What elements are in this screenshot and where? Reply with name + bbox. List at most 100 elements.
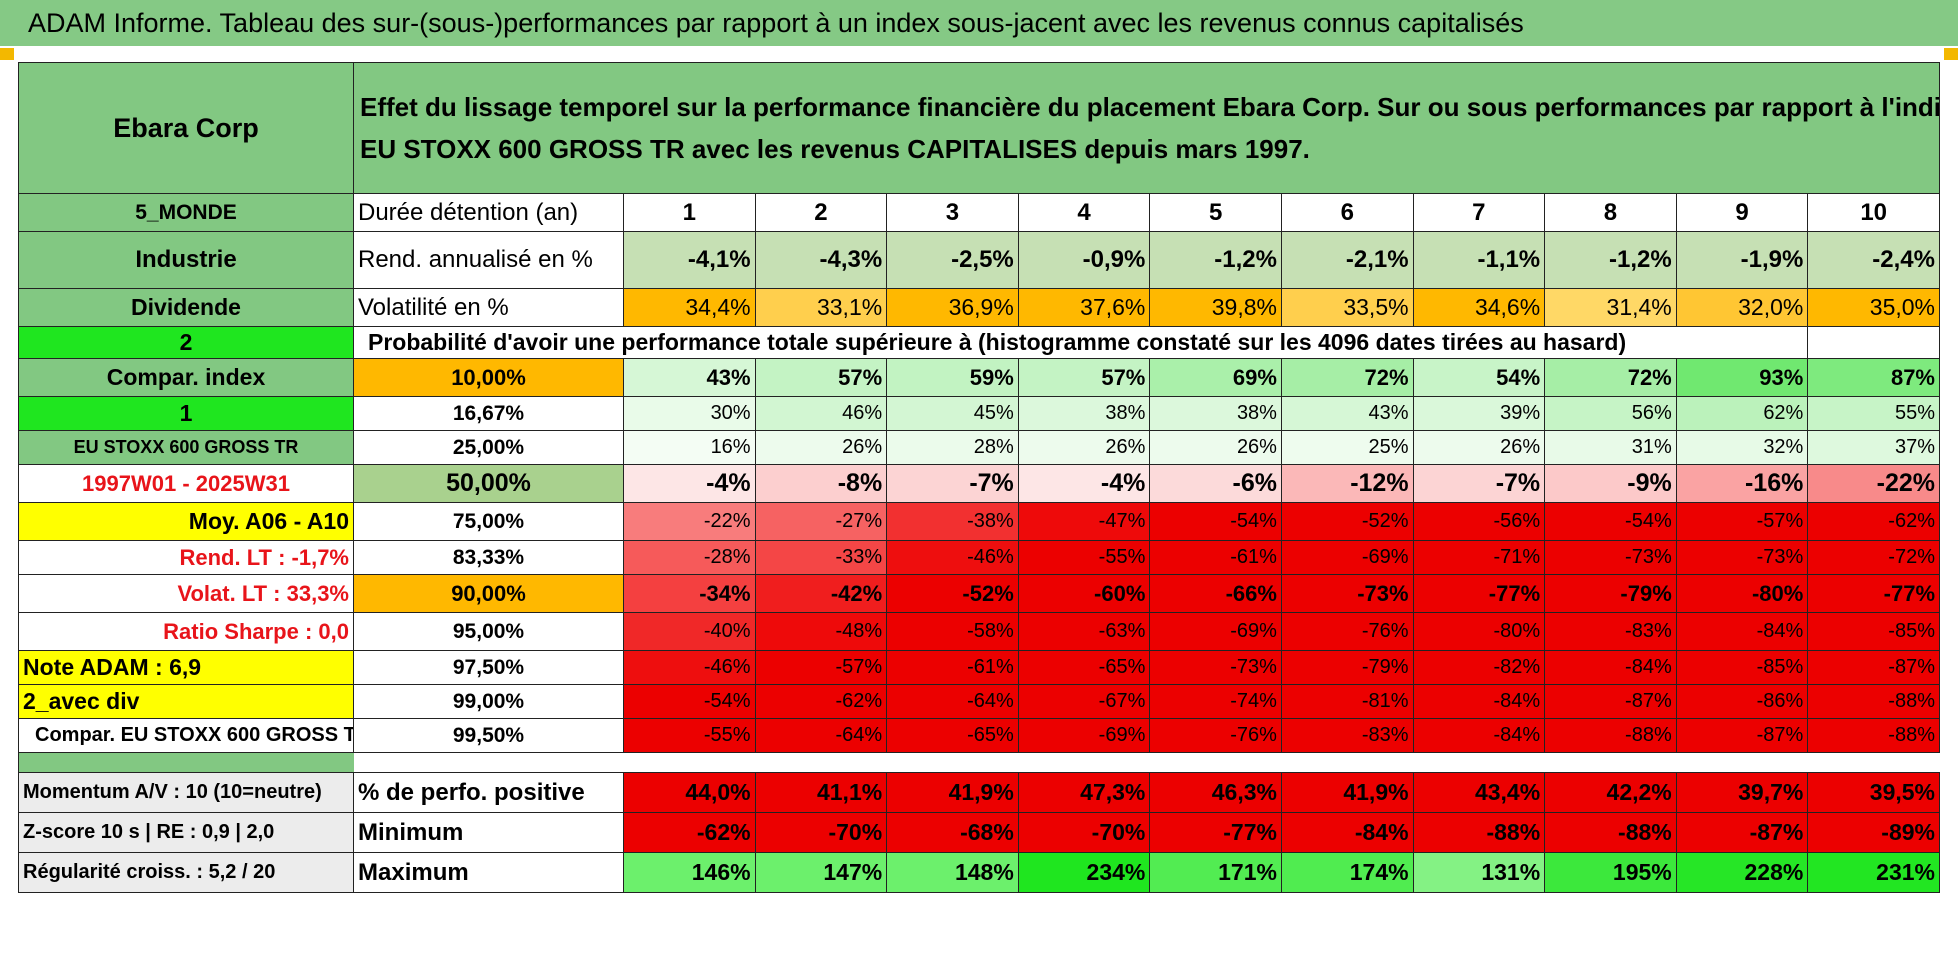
proba-value: -64% [886, 684, 1019, 719]
rend-row: Industrie Rend. annualisé en % -4,1% -4,3… [18, 231, 1940, 289]
moy-label: Moy. A06 - A10 [18, 502, 354, 541]
max-value: 174% [1280, 852, 1414, 893]
proba-value: -22% [623, 502, 756, 541]
proba-value: -40% [623, 612, 756, 651]
proba-value: -4% [1017, 464, 1151, 503]
min-label: Minimum [353, 812, 624, 853]
proba-value: -66% [1149, 574, 1282, 613]
year-header: 9 [1675, 193, 1809, 232]
proba-value: -52% [886, 574, 1019, 613]
min-value: -70% [754, 812, 888, 853]
duree-label: Durée détention (an) [353, 193, 624, 232]
max-value: 234% [1017, 852, 1151, 893]
proba-value: -9% [1544, 464, 1677, 503]
min-value: -68% [886, 812, 1019, 853]
proba-row: Ratio Sharpe : 0,0 95,00% -40% -48% -58% -63%… [18, 612, 1940, 651]
min-value: -70% [1017, 812, 1151, 853]
proba-title-row: 2 Probabilité d'avoir une performance to… [18, 326, 1940, 359]
proba-value: -73% [1149, 650, 1282, 685]
proba-value: -16% [1675, 464, 1809, 503]
proba-value: -47% [1017, 502, 1151, 541]
year-header: 7 [1412, 193, 1546, 232]
vol-value: 37,6% [1017, 288, 1151, 327]
proba-value: -34% [623, 574, 756, 613]
description-line-1: Effet du lissage temporel sur la perform… [360, 92, 1940, 122]
vol-value: 33,1% [754, 288, 888, 327]
pos-row: Momentum A/V : 10 (10=neutre)% de perfo.… [18, 772, 1940, 813]
min-value: -77% [1149, 812, 1282, 853]
proba-value: -82% [1412, 650, 1546, 685]
pos-value: 41,9% [1280, 772, 1414, 813]
vol-value: 39,8% [1149, 288, 1282, 327]
proba-value: 38% [1017, 396, 1151, 431]
volat-lt-label: Volat. LT : 33,3% [18, 574, 354, 613]
proba-value: -57% [754, 650, 888, 685]
regularite-label: Régularité croiss. : 5,2 / 20 [18, 852, 354, 893]
year-header: 6 [1280, 193, 1414, 232]
rend-value: -2,4% [1807, 231, 1940, 289]
proba-value: -28% [623, 540, 756, 575]
proba-value: -4% [623, 464, 756, 503]
rend-lt-label: Rend. LT : -1,7% [18, 540, 354, 575]
gap-cell [18, 752, 354, 773]
proba-value: 57% [754, 358, 888, 397]
index-name: EU STOXX 600 GROSS TR [18, 430, 354, 465]
proba-value: -54% [623, 684, 756, 719]
proba-value: -72% [1807, 540, 1940, 575]
proba-value: -60% [1017, 574, 1151, 613]
proba-value: -62% [1807, 502, 1940, 541]
proba-value: -77% [1807, 574, 1940, 613]
proba-value: -57% [1675, 502, 1809, 541]
proba-value: -65% [886, 718, 1019, 753]
momentum-label: Momentum A/V : 10 (10=neutre) [18, 772, 354, 813]
threshold-pct: 99,50% [353, 718, 624, 753]
proba-value: -71% [1412, 540, 1546, 575]
empty-cell [1676, 326, 1809, 359]
rend-value: -1,1% [1412, 231, 1546, 289]
proba-value: -79% [1544, 574, 1677, 613]
proba-value: 26% [1017, 430, 1151, 465]
vol-value: 33,5% [1280, 288, 1414, 327]
proba-value: -73% [1280, 574, 1414, 613]
proba-value: -61% [886, 650, 1019, 685]
proba-value: -65% [1017, 650, 1151, 685]
compar-index-label: Compar. index [18, 358, 354, 397]
period-label: 1997W01 - 2025W31 [18, 464, 354, 503]
proba-value: 69% [1149, 358, 1282, 397]
frame-edge-right [1944, 48, 1958, 60]
pos-value: 44,0% [623, 772, 756, 813]
proba-value: -54% [1544, 502, 1677, 541]
proba-value: 26% [1412, 430, 1546, 465]
proba-value: 37% [1807, 430, 1940, 465]
proba-value: 32% [1675, 430, 1809, 465]
proba-value: 46% [754, 396, 888, 431]
proba-value: -74% [1149, 684, 1282, 719]
threshold-pct: 50,00% [353, 464, 624, 503]
proba-value: -87% [1544, 684, 1677, 719]
max-value: 195% [1544, 852, 1677, 893]
rend-value: -4,3% [754, 231, 888, 289]
proba-value: -12% [1280, 464, 1414, 503]
pos-value: 47,3% [1017, 772, 1151, 813]
max-value: 148% [886, 852, 1019, 893]
selector-2[interactable]: 1 [18, 396, 354, 431]
proba-row: 2_avec div 99,00% -54% -62% -64% -67% -74% -81%… [18, 684, 1940, 719]
selector-1[interactable]: 2 [18, 326, 354, 359]
rend-value: -2,5% [886, 231, 1019, 289]
frame-edge-left [0, 48, 14, 60]
proba-value: 57% [1017, 358, 1151, 397]
proba-value: -84% [1412, 718, 1546, 753]
proba-value: -69% [1017, 718, 1151, 753]
description-line-2: EU STOXX 600 GROSS TR avec les revenus C… [360, 134, 1310, 164]
proba-label: Probabilité d'avoir une performance tota… [353, 326, 1677, 359]
pos-value: 42,2% [1544, 772, 1677, 813]
min-value: -84% [1280, 812, 1414, 853]
proba-value: 31% [1544, 430, 1677, 465]
company-name: Ebara Corp [18, 62, 354, 194]
threshold-pct: 10,00% [353, 358, 624, 397]
year-header: 5 [1149, 193, 1282, 232]
max-value: 146% [623, 852, 756, 893]
proba-value: -54% [1149, 502, 1282, 541]
proba-value: -42% [754, 574, 888, 613]
proba-value: -7% [886, 464, 1019, 503]
